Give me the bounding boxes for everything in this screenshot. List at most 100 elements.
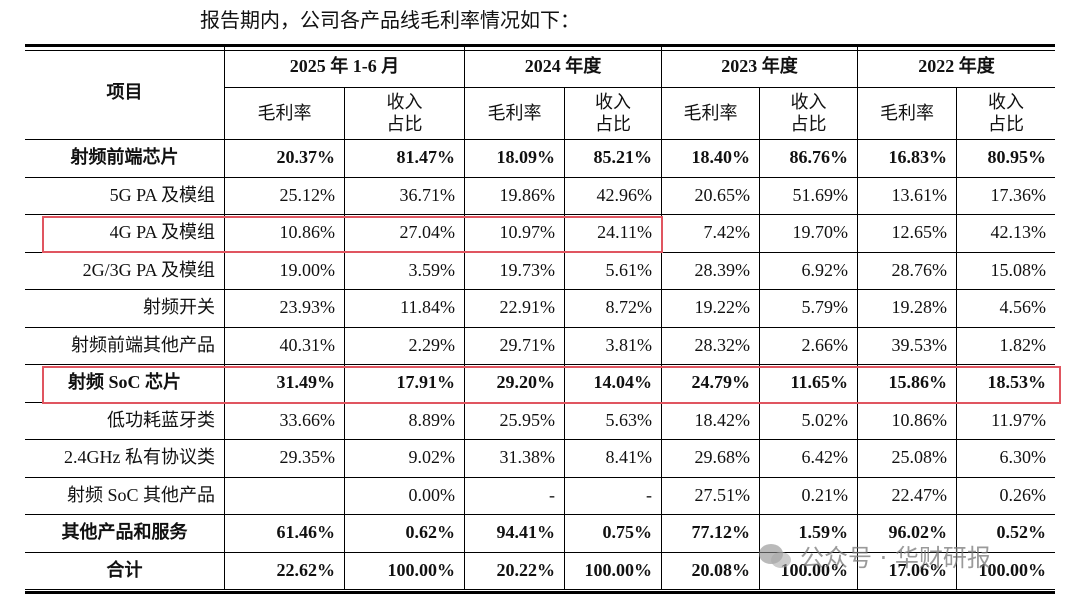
value-cell: 18.09% <box>465 140 565 178</box>
row-label: 4G PA 及模组 <box>25 215 225 253</box>
value-cell: 9.02% <box>345 440 465 478</box>
value-cell: 13.61% <box>858 177 957 215</box>
value-cell: 8.89% <box>345 402 465 440</box>
value-cell: 8.41% <box>565 440 662 478</box>
value-cell: 31.38% <box>465 440 565 478</box>
header-sub: 收入 占比 <box>957 88 1055 140</box>
value-cell: 4.56% <box>957 290 1055 328</box>
highlight-box <box>42 366 1061 404</box>
value-cell: 20.08% <box>662 552 760 590</box>
highlight-box <box>42 216 663 253</box>
value-cell: 94.41% <box>465 515 565 553</box>
header-period: 2024 年度 <box>465 47 662 88</box>
value-cell: 28.76% <box>858 252 957 290</box>
value-cell: 86.76% <box>760 140 858 178</box>
value-cell: 42.96% <box>565 177 662 215</box>
value-cell: 36.71% <box>345 177 465 215</box>
value-cell: 20.37% <box>225 140 345 178</box>
row-label: 射频 SoC 其他产品 <box>25 477 225 515</box>
watermark: 公众号 · 华财研报 <box>758 538 991 573</box>
row-label: 其他产品和服务 <box>25 515 225 553</box>
value-cell: 81.47% <box>345 140 465 178</box>
header-sub: 毛利率 <box>465 88 565 140</box>
value-cell: 39.53% <box>858 327 957 365</box>
value-cell: 5.61% <box>565 252 662 290</box>
header-sub: 毛利率 <box>662 88 760 140</box>
value-cell: 17.36% <box>957 178 1055 215</box>
header-item: 项目 <box>25 47 225 140</box>
value-cell: 6.42% <box>760 440 858 478</box>
row-label: 合计 <box>25 552 225 590</box>
value-cell: 6.30% <box>957 440 1055 478</box>
value-cell: 2.29% <box>345 327 465 365</box>
table-bottom-rule <box>25 589 1055 594</box>
value-cell: 16.83% <box>858 140 957 178</box>
table-top-rule <box>25 44 1055 51</box>
value-cell: 96.02% <box>858 515 957 553</box>
value-cell: 19.86% <box>465 177 565 215</box>
value-cell: 40.31% <box>225 327 345 365</box>
value-cell: 28.32% <box>662 327 760 365</box>
header-sub: 收入 占比 <box>345 88 465 140</box>
header-sub: 毛利率 <box>225 88 345 140</box>
value-cell: 25.12% <box>225 177 345 215</box>
value-cell: 100.00% <box>345 552 465 590</box>
value-cell: 6.92% <box>760 252 858 290</box>
value-cell: 19.22% <box>662 290 760 328</box>
header-sub: 收入 占比 <box>760 88 858 140</box>
value-cell: 18.42% <box>662 402 760 440</box>
value-cell: 7.42% <box>662 215 760 253</box>
row-label: 射频开关 <box>25 290 225 328</box>
value-cell: 19.70% <box>760 215 858 253</box>
value-cell: 33.66% <box>225 402 345 440</box>
value-cell: 100.00% <box>565 552 662 590</box>
value-cell: 1.59% <box>760 515 858 553</box>
value-cell: 100.00% <box>957 553 1055 590</box>
value-cell: 12.65% <box>858 215 957 253</box>
value-cell: 19.00% <box>225 252 345 290</box>
value-cell: 100.00% <box>760 552 858 590</box>
value-cell: 1.82% <box>957 328 1055 365</box>
value-cell: 0.26% <box>957 478 1055 515</box>
value-cell: 25.95% <box>465 402 565 440</box>
value-cell: 5.02% <box>760 402 858 440</box>
value-cell: 29.68% <box>662 440 760 478</box>
value-cell: 20.22% <box>465 552 565 590</box>
value-cell: 8.72% <box>565 290 662 328</box>
value-cell: 11.84% <box>345 290 465 328</box>
row-label: 射频前端其他产品 <box>25 327 225 365</box>
value-cell: 80.95% <box>957 140 1055 178</box>
value-cell: 77.12% <box>662 515 760 553</box>
value-cell <box>225 477 345 515</box>
value-cell: 27.51% <box>662 477 760 515</box>
value-cell: 0.00% <box>345 477 465 515</box>
row-label: 2.4GHz 私有协议类 <box>25 440 225 478</box>
value-cell: 5.79% <box>760 290 858 328</box>
value-cell: 2.66% <box>760 327 858 365</box>
value-cell: 11.97% <box>957 403 1055 440</box>
value-cell: 51.69% <box>760 177 858 215</box>
watermark-icon <box>759 543 791 568</box>
row-label: 射频前端芯片 <box>25 140 225 178</box>
value-cell: 19.28% <box>858 290 957 328</box>
value-cell: 15.08% <box>957 253 1055 290</box>
value-cell: 10.86% <box>858 402 957 440</box>
header-period: 2025 年 1-6 月 <box>225 47 465 88</box>
value-cell: 85.21% <box>565 140 662 178</box>
row-label: 5G PA 及模组 <box>25 177 225 215</box>
value-cell: 18.40% <box>662 140 760 178</box>
value-cell: 5.63% <box>565 402 662 440</box>
value-cell: - <box>565 477 662 515</box>
value-cell: 22.91% <box>465 290 565 328</box>
value-cell: 22.62% <box>225 552 345 590</box>
value-cell: 29.35% <box>225 440 345 478</box>
value-cell: 17.06% <box>858 552 957 590</box>
value-cell: 25.08% <box>858 440 957 478</box>
row-label: 2G/3G PA 及模组 <box>25 252 225 290</box>
value-cell: 42.13% <box>957 215 1055 253</box>
value-cell: 0.52% <box>957 515 1055 553</box>
header-period: 2023 年度 <box>662 47 858 88</box>
value-cell: 3.59% <box>345 252 465 290</box>
value-cell: - <box>465 477 565 515</box>
